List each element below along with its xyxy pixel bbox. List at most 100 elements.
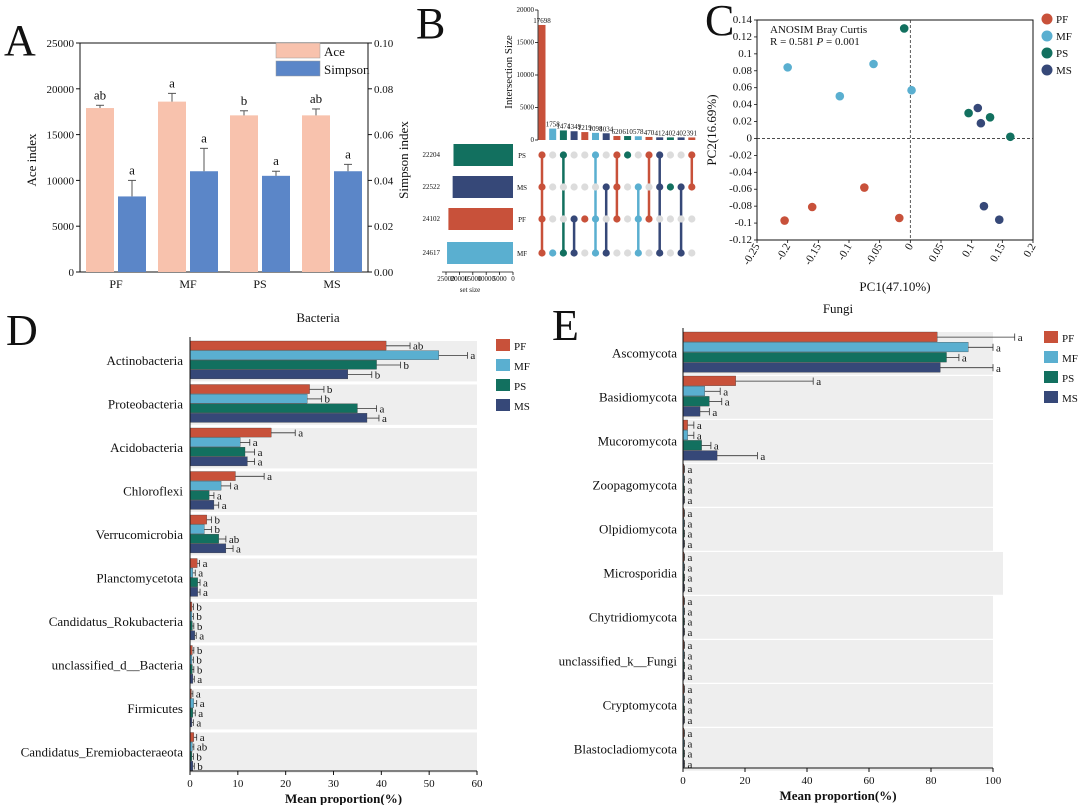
x-tick-label: 0.1: [960, 242, 977, 260]
panel-letter-B: B: [416, 0, 445, 48]
stat-annotation: R = 0.581 P = 0.001: [770, 36, 860, 48]
sig-letter: ab: [197, 742, 208, 754]
intersection-label: 610: [622, 128, 633, 136]
sig-letter: b: [197, 664, 203, 676]
category-band: [190, 602, 477, 643]
y-tick-label: 0: [69, 267, 75, 279]
legend-swatch: [1044, 391, 1058, 403]
sig-letter: a: [382, 413, 387, 425]
category-label: Cryptomycota: [603, 697, 678, 712]
bar-pf: [189, 471, 236, 481]
point-ms: [973, 103, 983, 113]
x-tick-label: 0: [187, 778, 193, 790]
matrix-dot: [602, 151, 610, 159]
sig-letter: a: [470, 350, 475, 362]
matrix-dot: [581, 151, 589, 159]
sig-letter: a: [197, 674, 202, 686]
matrix-dot-active: [570, 215, 578, 223]
sig-letter: a: [697, 420, 702, 432]
point-pf: [894, 213, 904, 223]
matrix-dot-active: [677, 249, 685, 257]
sig-letter: a: [380, 403, 385, 415]
matrix-dot-active: [634, 215, 642, 223]
bar-ace: [302, 115, 330, 272]
legend-swatch: [1044, 351, 1058, 363]
y-tick-label: 0.04: [733, 99, 753, 111]
y-tick-label: -0.04: [729, 166, 752, 178]
sig-letter: b: [327, 384, 333, 396]
sig-letter: a: [688, 562, 693, 574]
point-ms: [979, 201, 989, 211]
sig-letter: b: [197, 645, 203, 657]
sig-letter: a: [816, 376, 821, 388]
point-ps: [899, 24, 909, 33]
set-size-label: 22522: [423, 183, 441, 191]
sig-letter: a: [253, 437, 258, 449]
category-band: [683, 640, 993, 683]
intersection-label: 17698: [533, 17, 551, 25]
sig-letter: a: [688, 518, 693, 530]
matrix-dot: [624, 215, 632, 223]
bar-mf: [682, 342, 969, 353]
matrix-dot-active: [570, 249, 578, 257]
stat-part: P: [816, 36, 824, 48]
sig-letter: ab: [94, 87, 106, 102]
category-band: [190, 558, 477, 599]
bar-ps: [189, 490, 210, 500]
sig-letter: a: [298, 428, 303, 440]
legend-swatch: [496, 359, 510, 371]
sig-letter: a: [258, 447, 263, 459]
sig-letter: a: [258, 456, 263, 468]
x-tick-label: 5000: [493, 275, 508, 283]
intersection-bar: [613, 135, 621, 140]
y-axis-label: Intersection Size: [503, 35, 515, 109]
panel-e: FungiAscomycotaaaaaBasidiomycotaaaaaMuco…: [559, 301, 1078, 803]
y2-tick-label: 0.10: [374, 38, 394, 50]
y-tick-label: -0.02: [729, 149, 752, 161]
sig-letter: a: [688, 617, 693, 629]
sig-letter: a: [688, 495, 693, 507]
legend-swatch: [496, 399, 510, 411]
intersection-bar: [602, 133, 610, 140]
y-tick-label: 0.1: [738, 48, 752, 60]
matrix-dot-active: [634, 183, 642, 191]
category-label: Basidiomycota: [599, 389, 677, 404]
category-band: [683, 508, 993, 551]
point-pf: [780, 216, 789, 225]
x-tick-label: -0.05: [863, 241, 885, 267]
sig-letter: ab: [413, 341, 424, 353]
bar-simpson: [118, 196, 146, 272]
sig-letter: a: [217, 490, 222, 502]
matrix-dot-active: [559, 151, 568, 159]
intersection-label: 1349: [567, 123, 582, 131]
matrix-dot-active: [656, 151, 664, 159]
matrix-dot: [645, 183, 653, 191]
bar-mf: [189, 480, 222, 491]
sig-letter: a: [688, 705, 693, 717]
intersection-bar: [645, 136, 653, 140]
intersection-label: 391: [687, 129, 698, 137]
bar-ms: [189, 543, 227, 554]
sig-letter: b: [241, 93, 248, 108]
category-label: Microsporidia: [603, 565, 677, 580]
matrix-dot-active: [538, 249, 546, 257]
sig-letter: a: [201, 130, 207, 145]
y-tick-label: 5000: [520, 104, 535, 112]
intersection-label: 402: [665, 129, 676, 137]
y-tick-label: 0: [747, 132, 753, 144]
sig-letter: a: [203, 587, 208, 599]
sig-letter: b: [375, 369, 381, 381]
sig-letter: a: [203, 577, 208, 589]
matrix-dot: [688, 215, 696, 223]
panel-letter-D: D: [6, 306, 38, 355]
y-tick-label: 25000: [47, 38, 75, 50]
intersection-bar: [559, 130, 567, 140]
x-tick-label: 0.15: [988, 241, 1008, 264]
bar-ps: [189, 360, 377, 370]
sig-letter: a: [688, 474, 693, 486]
bar-ps: [189, 447, 246, 457]
legend-marker: [1041, 64, 1053, 76]
bar-pf: [189, 427, 272, 438]
x-axis-label: Mean proportion(%): [779, 788, 896, 803]
matrix-dot: [559, 183, 568, 191]
